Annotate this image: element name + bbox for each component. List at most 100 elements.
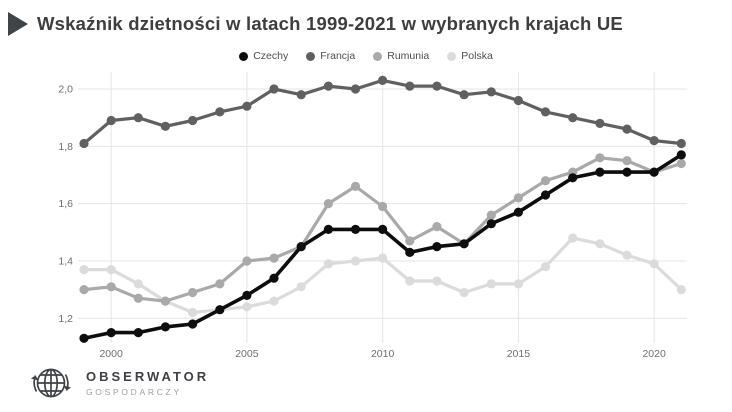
data-point-rumunia-2009 xyxy=(350,181,361,191)
page-title: Wskaźnik dzietności w latach 1999-2021 w… xyxy=(37,13,623,34)
data-point-czechy-2012 xyxy=(432,242,442,252)
data-point-polska-2010 xyxy=(378,253,388,263)
brand-subtitle: GOSPODARCZY xyxy=(86,387,182,397)
legend-dot-rumunia-icon xyxy=(373,51,383,61)
y-axis-tick-label: 1,8 xyxy=(58,141,73,153)
play-triangle-icon xyxy=(8,12,28,36)
data-point-francja-2011 xyxy=(405,81,415,91)
data-point-francja-2021 xyxy=(676,138,686,149)
data-point-czechy-1999 xyxy=(79,333,89,343)
chart-area: 2,0 1,8 1,6 1,4 1,2 2000 2005 2010 2015 2020 xyxy=(0,70,732,375)
data-point-czechy-2016 xyxy=(540,190,551,200)
data-point-polska-2019 xyxy=(622,250,632,260)
legend-item-rumunia: Rumunia xyxy=(373,50,429,62)
legend-item-polska: Polska xyxy=(447,50,493,62)
data-point-francja-2015 xyxy=(513,95,524,106)
data-point-polska-2006 xyxy=(269,296,279,306)
data-point-rumunia-1999 xyxy=(79,285,89,295)
data-point-rumunia-2001 xyxy=(133,293,143,303)
data-point-czechy-2013 xyxy=(459,239,469,249)
data-point-francja-2008 xyxy=(323,81,333,91)
data-point-rumunia-2000 xyxy=(106,282,116,292)
data-point-francja-2013 xyxy=(459,90,469,100)
data-point-polska-2001 xyxy=(133,279,143,289)
y-axis-tick-label: 1,4 xyxy=(58,255,73,267)
data-point-francja-1999 xyxy=(79,138,89,149)
chart-header: Wskaźnik dzietności w latach 1999-2021 w… xyxy=(8,12,724,36)
data-point-rumunia-2018 xyxy=(595,153,605,163)
data-point-czechy-2019 xyxy=(622,167,632,177)
x-axis-tick-label: 2010 xyxy=(371,348,395,360)
data-point-rumunia-2011 xyxy=(405,236,415,246)
data-point-polska-2008 xyxy=(323,259,333,269)
data-point-rumunia-2021 xyxy=(676,158,686,169)
fertility-line-chart: 2,0 1,8 1,6 1,4 1,2 2000 2005 2010 2015 2020 xyxy=(58,72,687,360)
data-point-rumunia-2003 xyxy=(188,287,198,298)
data-point-czechy-2001 xyxy=(133,328,143,338)
data-point-francja-2017 xyxy=(568,113,578,123)
x-axis-tick-label: 2005 xyxy=(235,348,259,360)
data-point-francja-2019 xyxy=(622,124,632,134)
x-axis-tick-label: 2000 xyxy=(99,348,123,360)
data-point-francja-2005 xyxy=(242,101,252,111)
data-point-czechy-2006 xyxy=(269,273,279,283)
data-point-czechy-2004 xyxy=(215,305,225,315)
data-point-czechy-2009 xyxy=(350,224,361,234)
legend-label: Rumunia xyxy=(387,50,430,62)
data-point-francja-2007 xyxy=(296,90,306,100)
data-point-czechy-2011 xyxy=(405,247,415,257)
data-point-czechy-2002 xyxy=(160,322,170,332)
data-point-francja-2016 xyxy=(540,107,551,117)
data-point-francja-2018 xyxy=(595,118,605,128)
data-point-rumunia-2005 xyxy=(242,256,252,266)
data-point-francja-2009 xyxy=(350,84,361,94)
data-point-polska-2015 xyxy=(513,279,524,289)
data-point-czechy-2000 xyxy=(106,328,116,338)
data-point-polska-2018 xyxy=(595,239,605,249)
data-point-czechy-2008 xyxy=(323,224,333,234)
data-point-polska-2003 xyxy=(188,307,198,318)
data-point-polska-2005 xyxy=(242,302,252,312)
y-axis-tick-label: 1,2 xyxy=(58,313,73,325)
legend-item-francja: Francja xyxy=(306,50,355,62)
data-point-francja-2004 xyxy=(215,107,225,117)
data-point-rumunia-2006 xyxy=(269,253,279,263)
data-point-polska-2007 xyxy=(296,282,306,292)
data-point-rumunia-2019 xyxy=(622,156,632,166)
data-point-polska-2017 xyxy=(568,233,578,243)
data-point-polska-2011 xyxy=(405,276,415,286)
data-point-polska-2020 xyxy=(649,259,659,269)
chart-legend: Czechy Francja Rumunia Polska xyxy=(0,50,732,62)
data-point-francja-2001 xyxy=(133,113,143,123)
x-axis-tick-label: 2020 xyxy=(642,348,666,360)
data-point-polska-1999 xyxy=(79,265,89,275)
data-point-polska-2016 xyxy=(540,262,551,272)
data-point-czechy-2015 xyxy=(513,207,524,217)
data-point-rumunia-2002 xyxy=(160,296,170,306)
data-point-czechy-2003 xyxy=(188,319,198,329)
data-point-polska-2009 xyxy=(350,256,361,266)
data-point-czechy-2007 xyxy=(296,242,306,252)
data-point-francja-2006 xyxy=(269,84,279,94)
data-point-rumunia-2015 xyxy=(513,193,524,203)
legend-dot-czechy-icon xyxy=(239,51,249,61)
legend-dot-francja-icon xyxy=(306,51,316,61)
x-axis-tick-label: 2015 xyxy=(507,348,531,360)
data-point-czechy-2017 xyxy=(568,173,578,183)
brand-name: OBSERWATOR xyxy=(86,369,210,384)
data-point-polska-2014 xyxy=(486,279,496,289)
globe-arrows-logo-icon xyxy=(30,368,72,398)
data-point-francja-2002 xyxy=(160,121,170,131)
data-point-francja-2000 xyxy=(106,115,116,126)
data-point-francja-2010 xyxy=(378,75,388,85)
data-point-rumunia-2016 xyxy=(540,176,551,186)
y-axis-tick-label: 2,0 xyxy=(58,84,73,96)
data-point-polska-2021 xyxy=(676,285,686,295)
legend-label: Czechy xyxy=(253,50,289,62)
data-point-polska-2000 xyxy=(106,265,116,275)
data-point-czechy-2018 xyxy=(595,167,605,177)
brand-footer: OBSERWATOR GOSPODARCZY xyxy=(26,358,209,408)
legend-label: Polska xyxy=(461,50,493,62)
data-point-czechy-2014 xyxy=(486,219,496,229)
